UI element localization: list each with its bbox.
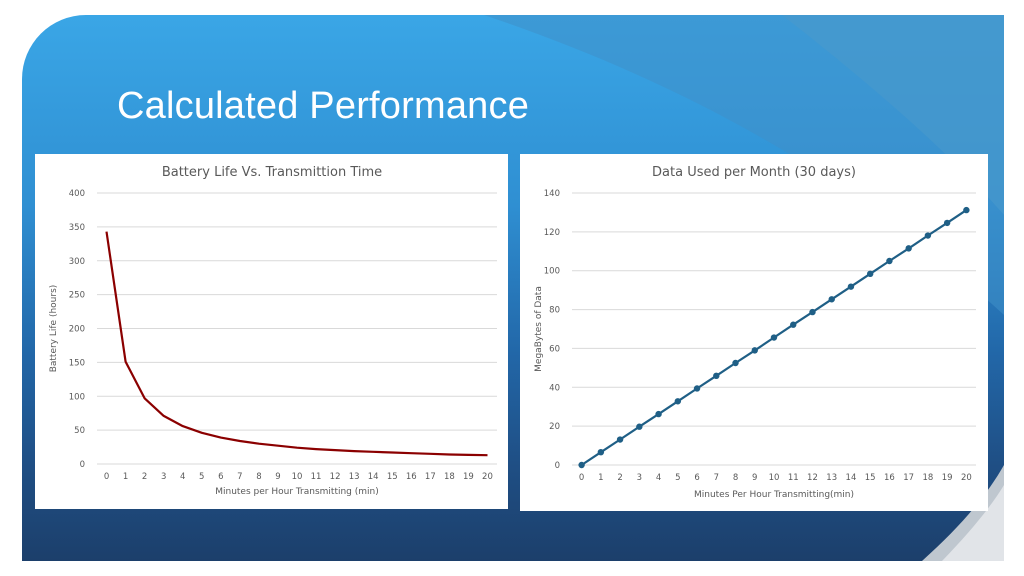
x-tick-label: 0 (579, 473, 584, 483)
x-tick-label: 10 (769, 473, 780, 483)
y-tick-label: 0 (80, 460, 85, 470)
data-point (943, 219, 951, 227)
x-tick-label: 2 (617, 473, 622, 483)
data-point (713, 372, 720, 380)
data-used-chart: Data Used per Month (30 days)02040608010… (534, 165, 976, 500)
y-tick-label: 200 (69, 325, 85, 335)
battery-life-chart: Battery Life Vs. Transmittion Time050100… (49, 165, 497, 497)
x-tick-label: 14 (846, 473, 857, 483)
y-tick-label: 40 (549, 383, 560, 393)
slide-title: Calculated Performance (117, 85, 530, 127)
x-tick-label: 6 (694, 473, 699, 483)
x-tick-label: 9 (752, 473, 757, 483)
x-tick-label: 10 (292, 472, 303, 482)
y-tick-label: 120 (544, 228, 560, 238)
y-tick-label: 20 (549, 422, 560, 432)
x-tick-label: 9 (275, 472, 280, 482)
chart-title: Battery Life Vs. Transmittion Time (162, 165, 382, 180)
data-point (828, 296, 835, 303)
x-tick-label: 7 (237, 472, 242, 482)
y-tick-label: 150 (69, 358, 85, 368)
battery-chart-panel: Battery Life Vs. Transmittion Time 0 50 100… (35, 154, 508, 509)
y-tick-label: 80 (549, 306, 560, 316)
y-tick-label: 400 (69, 189, 85, 199)
data-chart-panel: Data Used per Month (30 days) 0 20 40 60 80 10… (520, 154, 988, 511)
data-point (866, 270, 874, 278)
data-point (751, 347, 758, 354)
x-axis-label: Minutes Per Hour Transmitting(min) (694, 490, 854, 500)
x-tick-label: 19 (463, 472, 474, 482)
x-tick-label: 0 (104, 472, 109, 482)
y-tick-label: 100 (544, 267, 560, 277)
x-tick-label: 12 (330, 472, 341, 482)
x-tick-label: 4 (180, 472, 185, 482)
x-tick-label: 4 (656, 473, 661, 483)
data-point (616, 436, 624, 443)
y-tick-label: 100 (69, 392, 85, 402)
decorative-swoosh (484, 15, 1004, 561)
data-point (674, 398, 682, 405)
x-tick-label: 18 (444, 472, 455, 482)
data-point (597, 448, 605, 456)
x-tick-label: 16 (406, 472, 417, 482)
x-tick-label: 18 (922, 473, 933, 483)
x-tick-label: 5 (675, 473, 680, 483)
y-tick-label: 300 (69, 257, 85, 267)
x-tick-label: 1 (598, 473, 603, 483)
x-tick-label: 20 (482, 472, 493, 482)
y-tick-label: 350 (69, 223, 85, 233)
x-tick-label: 7 (714, 473, 719, 483)
x-tick-label: 1 (123, 472, 128, 482)
x-axis-label: Minutes per Hour Transmitting (min) (215, 487, 379, 497)
y-tick-label: 60 (549, 344, 560, 354)
x-tick-label: 5 (199, 472, 204, 482)
data-point (886, 257, 893, 265)
data-point (693, 385, 701, 392)
x-tick-label: 11 (311, 472, 322, 482)
x-tick-label: 6 (218, 472, 223, 482)
x-tick-label: 12 (807, 473, 818, 483)
x-tick-label: 16 (884, 473, 895, 483)
data-point (809, 308, 816, 316)
x-tick-label: 8 (256, 472, 261, 482)
y-tick-label: 50 (74, 426, 85, 436)
data-point (963, 206, 970, 214)
series-line (105, 231, 488, 457)
x-tick-label: 20 (961, 473, 972, 483)
x-tick-label: 17 (425, 472, 436, 482)
x-tick-label: 11 (788, 473, 799, 483)
x-tick-label: 3 (637, 473, 642, 483)
data-point (578, 461, 585, 469)
x-tick-label: 3 (161, 472, 166, 482)
data-point (924, 232, 932, 239)
data-point (905, 245, 912, 252)
x-tick-label: 13 (826, 473, 837, 483)
data-point (732, 359, 739, 367)
x-tick-label: 19 (942, 473, 953, 483)
x-tick-label: 13 (349, 472, 360, 482)
x-tick-label: 15 (387, 472, 398, 482)
x-tick-label: 2 (142, 472, 147, 482)
x-tick-label: 15 (865, 473, 876, 483)
x-tick-label: 17 (903, 473, 914, 483)
x-tick-label: 14 (368, 472, 379, 482)
chart-title: Data Used per Month (30 days) (652, 165, 856, 180)
y-tick-label: 250 (69, 291, 85, 301)
data-point (770, 334, 778, 341)
y-axis-label: MegaBytes of Data (534, 286, 544, 372)
data-point (790, 321, 797, 328)
x-tick-label: 8 (733, 473, 738, 483)
y-axis-label: Battery Life (hours) (49, 285, 59, 373)
data-point (636, 423, 643, 430)
y-tick-label: 140 (544, 189, 560, 199)
data-point (847, 283, 855, 290)
y-tick-label: 0 (555, 461, 560, 471)
data-point (655, 410, 662, 418)
